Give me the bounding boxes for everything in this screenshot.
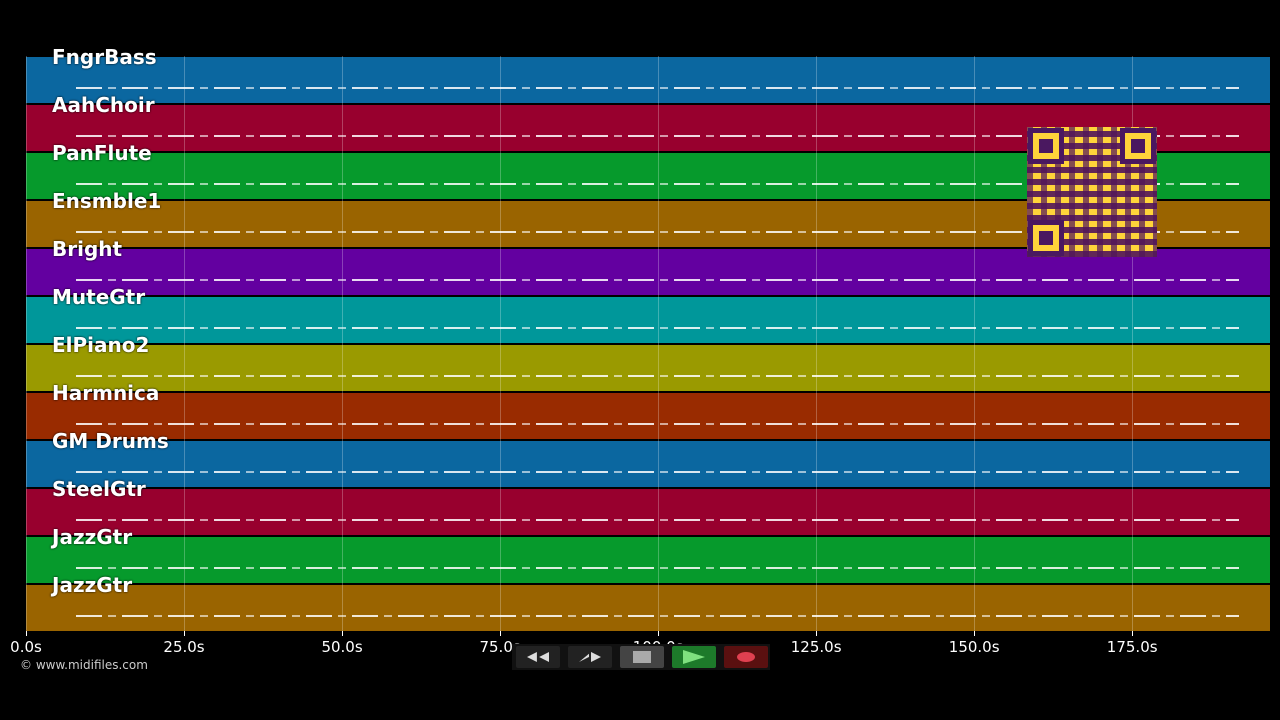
grid-line [342, 56, 344, 631]
x-tick-label: 150.0s [948, 638, 1000, 656]
grid-line [1132, 56, 1134, 631]
grid-line [500, 56, 502, 631]
tick-mark [974, 631, 976, 636]
grid-line [816, 56, 818, 631]
record-button[interactable] [724, 646, 768, 668]
track-lane [26, 440, 1270, 488]
track-lane [26, 296, 1270, 344]
x-tick-label: 25.0s [163, 638, 205, 656]
track-lane [26, 536, 1270, 584]
tick-mark [816, 631, 818, 636]
track-name: FngrBass [52, 45, 157, 69]
qr-finder [1120, 128, 1156, 164]
forward-button[interactable] [568, 646, 612, 668]
grid-line [974, 56, 976, 631]
tick-mark [500, 631, 502, 636]
track-name: SteelGtr [52, 477, 146, 501]
stop-button-icon [633, 651, 651, 663]
tick-mark [658, 631, 660, 636]
track-name: GM Drums [52, 429, 169, 453]
rewind-button[interactable] [516, 646, 560, 668]
tick-mark [1132, 631, 1134, 636]
notes [75, 183, 1239, 185]
track-name: JazzGtr [52, 573, 133, 597]
record-button-icon [737, 652, 755, 662]
notes [75, 615, 1239, 617]
track-lane [26, 488, 1270, 536]
notes [75, 87, 1239, 89]
notes [75, 231, 1239, 233]
notes [75, 327, 1239, 329]
track-name: AahChoir [52, 93, 155, 117]
play-button[interactable] [672, 646, 716, 668]
track-lane [26, 344, 1270, 392]
forward-button-icon [579, 652, 601, 662]
qr-finder [1028, 220, 1064, 256]
tick-mark [26, 631, 27, 636]
track-lane [26, 56, 1270, 104]
notes [75, 279, 1239, 281]
grid-line [26, 56, 27, 631]
copyright: © www.midifiles.com [20, 658, 148, 672]
grid-line [658, 56, 660, 631]
notes [75, 135, 1239, 137]
stop-button[interactable] [620, 646, 664, 668]
rewind-button-icon [527, 652, 549, 662]
track-name: PanFlute [52, 141, 152, 165]
play-button-icon [683, 650, 705, 664]
tick-mark [184, 631, 186, 636]
track-name: Bright [52, 237, 123, 261]
track-name: Harmnica [52, 381, 160, 405]
track-name: MuteGtr [52, 285, 146, 309]
x-tick-label: 50.0s [321, 638, 363, 656]
notes [75, 375, 1239, 377]
track-name: ElPiano2 [52, 333, 150, 357]
qr-code [1027, 127, 1157, 257]
track-name: Ensmble1 [52, 189, 162, 213]
notes [75, 471, 1239, 473]
track-lane [26, 392, 1270, 440]
transport-bar [512, 644, 770, 670]
x-tick-label: 75.0s [479, 638, 521, 656]
tick-mark [342, 631, 344, 636]
notes [75, 519, 1239, 521]
x-tick-label: 125.0s [790, 638, 842, 656]
track-lane [26, 584, 1270, 632]
x-tick-label: 175.0s [1106, 638, 1158, 656]
notes [75, 423, 1239, 425]
grid-line [184, 56, 186, 631]
x-tick-label: 0.0s [10, 638, 42, 656]
notes [75, 567, 1239, 569]
track-name: JazzGtr [52, 525, 133, 549]
qr-finder [1028, 128, 1064, 164]
